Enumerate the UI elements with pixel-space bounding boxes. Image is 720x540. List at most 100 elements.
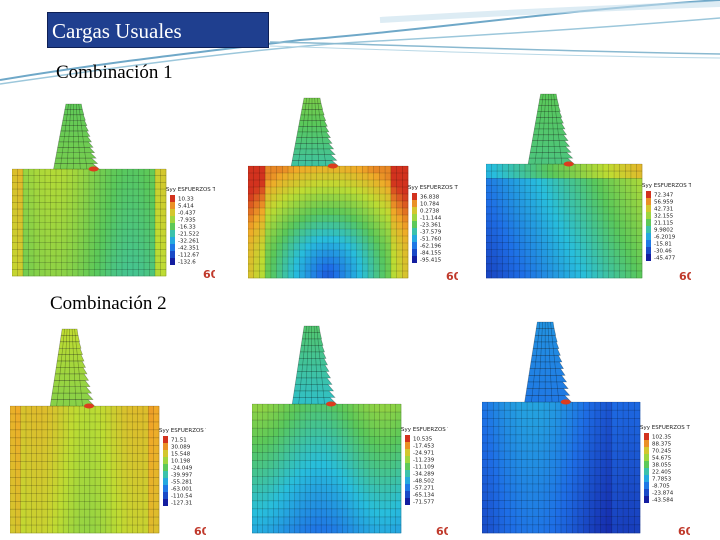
dam-mesh	[291, 325, 338, 407]
legend-value: -17.453	[413, 444, 435, 450]
legend-value: 5.414	[178, 204, 194, 210]
legend-value: 54.675	[652, 456, 672, 462]
stress-plot-2: Syy ESFUERZOS TC 36.838 10.784 0.2738 -11.14…	[248, 94, 458, 284]
legend-value: 0.2738	[420, 209, 440, 215]
stress-legend: Syy ESFUERZOS TC 36.83810.7840.2738-11.14…	[408, 185, 458, 264]
page-badge: 60	[446, 270, 458, 283]
legend-swatch	[412, 214, 417, 221]
legend-swatch	[405, 477, 410, 484]
legend-value: -51.760	[420, 237, 442, 243]
legend-swatch	[412, 235, 417, 242]
legend-swatch	[646, 240, 651, 247]
legend-swatch	[170, 216, 175, 223]
legend-value: 22.405	[652, 470, 672, 476]
legend-swatch	[405, 449, 410, 456]
legend-value: -43.584	[652, 498, 674, 504]
legend-value: -21.522	[178, 232, 199, 238]
header-swoosh-decoration	[0, 0, 720, 85]
legend-swatch	[646, 205, 651, 212]
stress-plot-3: Syy ESFUERZOS TC 72.347 56.959 42.731 32.155…	[486, 90, 691, 284]
legend-title: Syy ESFUERZOS TC	[640, 425, 690, 431]
legend-swatch	[170, 223, 175, 230]
section-heading-combination-2: Combinación 2	[50, 293, 167, 314]
legend-swatch	[412, 228, 417, 235]
legend-swatch	[646, 254, 651, 261]
legend-swatch	[163, 485, 168, 492]
legend-value: -55.281	[171, 480, 192, 486]
legend-swatch	[170, 202, 175, 209]
legend-swatch	[646, 233, 651, 240]
legend-value: -62.196	[420, 244, 442, 250]
legend-swatch	[412, 256, 417, 263]
legend-swatch	[644, 482, 649, 489]
legend-value: -110.54	[171, 494, 193, 500]
legend-swatch	[405, 491, 410, 498]
stress-legend: Syy ESFUERZOS TC 102.3588.37570.24554.675…	[640, 425, 690, 504]
legend-swatch	[646, 219, 651, 226]
legend-value: 10.33	[178, 197, 194, 203]
legend-swatch	[163, 464, 168, 471]
foundation-mesh	[252, 403, 402, 534]
legend-value: 30.089	[171, 445, 191, 451]
legend-value: -23.361	[420, 223, 441, 229]
legend-value: 36.838	[420, 195, 440, 201]
legend-swatch	[405, 463, 410, 470]
foundation-mesh	[10, 405, 160, 534]
legend-value: 9.9802	[654, 228, 673, 234]
legend-swatch	[644, 475, 649, 482]
legend-swatch	[646, 198, 651, 205]
legend-value: -11.109	[413, 465, 435, 471]
legend-swatch	[163, 478, 168, 485]
legend-value: 15.548	[171, 452, 191, 458]
legend-swatch	[405, 442, 410, 449]
legend-title: Syy ESFUERZOS TC	[408, 185, 458, 191]
page-badge: 60	[203, 268, 215, 281]
legend-swatch	[163, 492, 168, 499]
legend-value: -127.31	[171, 501, 192, 507]
stress-plot-5: Syy ESFUERZOS TC10.535-17.453-24.971-11.…	[252, 322, 448, 539]
legend-swatch	[646, 226, 651, 233]
dam-mesh	[527, 93, 575, 167]
foundation-mesh	[248, 165, 409, 279]
legend-value: -65.134	[413, 493, 435, 499]
legend-value: 10.198	[171, 459, 191, 465]
legend-title: Syy ESFUERZOS TC	[642, 183, 691, 189]
legend-value: 56.959	[654, 200, 674, 206]
legend-swatch	[163, 457, 168, 464]
page-badge: 60	[436, 525, 448, 538]
legend-value: -34.289	[413, 472, 435, 478]
dam-mesh	[53, 103, 100, 172]
legend-swatch	[163, 499, 168, 506]
legend-swatch	[644, 489, 649, 496]
stress-legend: Syy ESFUERZOS TC 72.34756.95942.73132.155…	[642, 183, 691, 262]
foundation-mesh	[12, 168, 167, 277]
dam-mesh	[290, 97, 340, 169]
legend-swatch	[405, 484, 410, 491]
legend-value: -8.705	[652, 484, 670, 490]
legend-swatch	[405, 456, 410, 463]
legend-swatch	[412, 242, 417, 249]
legend-swatch	[646, 212, 651, 219]
legend-value: -95.415	[420, 258, 442, 264]
legend-value: -16.33	[178, 225, 196, 231]
legend-value: 38.055	[652, 463, 672, 469]
legend-value: 42.731	[654, 207, 673, 213]
foundation-mesh	[482, 401, 641, 534]
legend-value: 88.375	[652, 442, 672, 448]
legend-value: -48.502	[413, 479, 434, 485]
dam-mesh	[524, 321, 572, 405]
legend-swatch	[170, 195, 175, 202]
stress-plot-1: Syy ESFUERZOS TC 10.33 5.414 -0.437 -7.935 -1…	[12, 100, 215, 282]
legend-value: 10.784	[420, 202, 440, 208]
legend-value: -42.351	[178, 246, 199, 252]
stress-legend: Syy ESFUERZOS TC10.535-17.453-24.971-11.…	[401, 427, 448, 506]
legend-swatch	[170, 209, 175, 216]
legend-title: Syy ESFUERZOS TC	[401, 427, 448, 433]
stress-legend: Syy ESFUERZOS TC71.5130.08915.54810.198-…	[159, 428, 206, 507]
stress-plot-4: Syy ESFUERZOS TC71.5130.08915.54810.198-…	[10, 325, 206, 539]
legend-swatch	[644, 468, 649, 475]
legend-swatch	[412, 249, 417, 256]
legend-swatch	[170, 244, 175, 251]
legend-value: -63.001	[171, 487, 192, 493]
legend-swatch	[644, 496, 649, 503]
